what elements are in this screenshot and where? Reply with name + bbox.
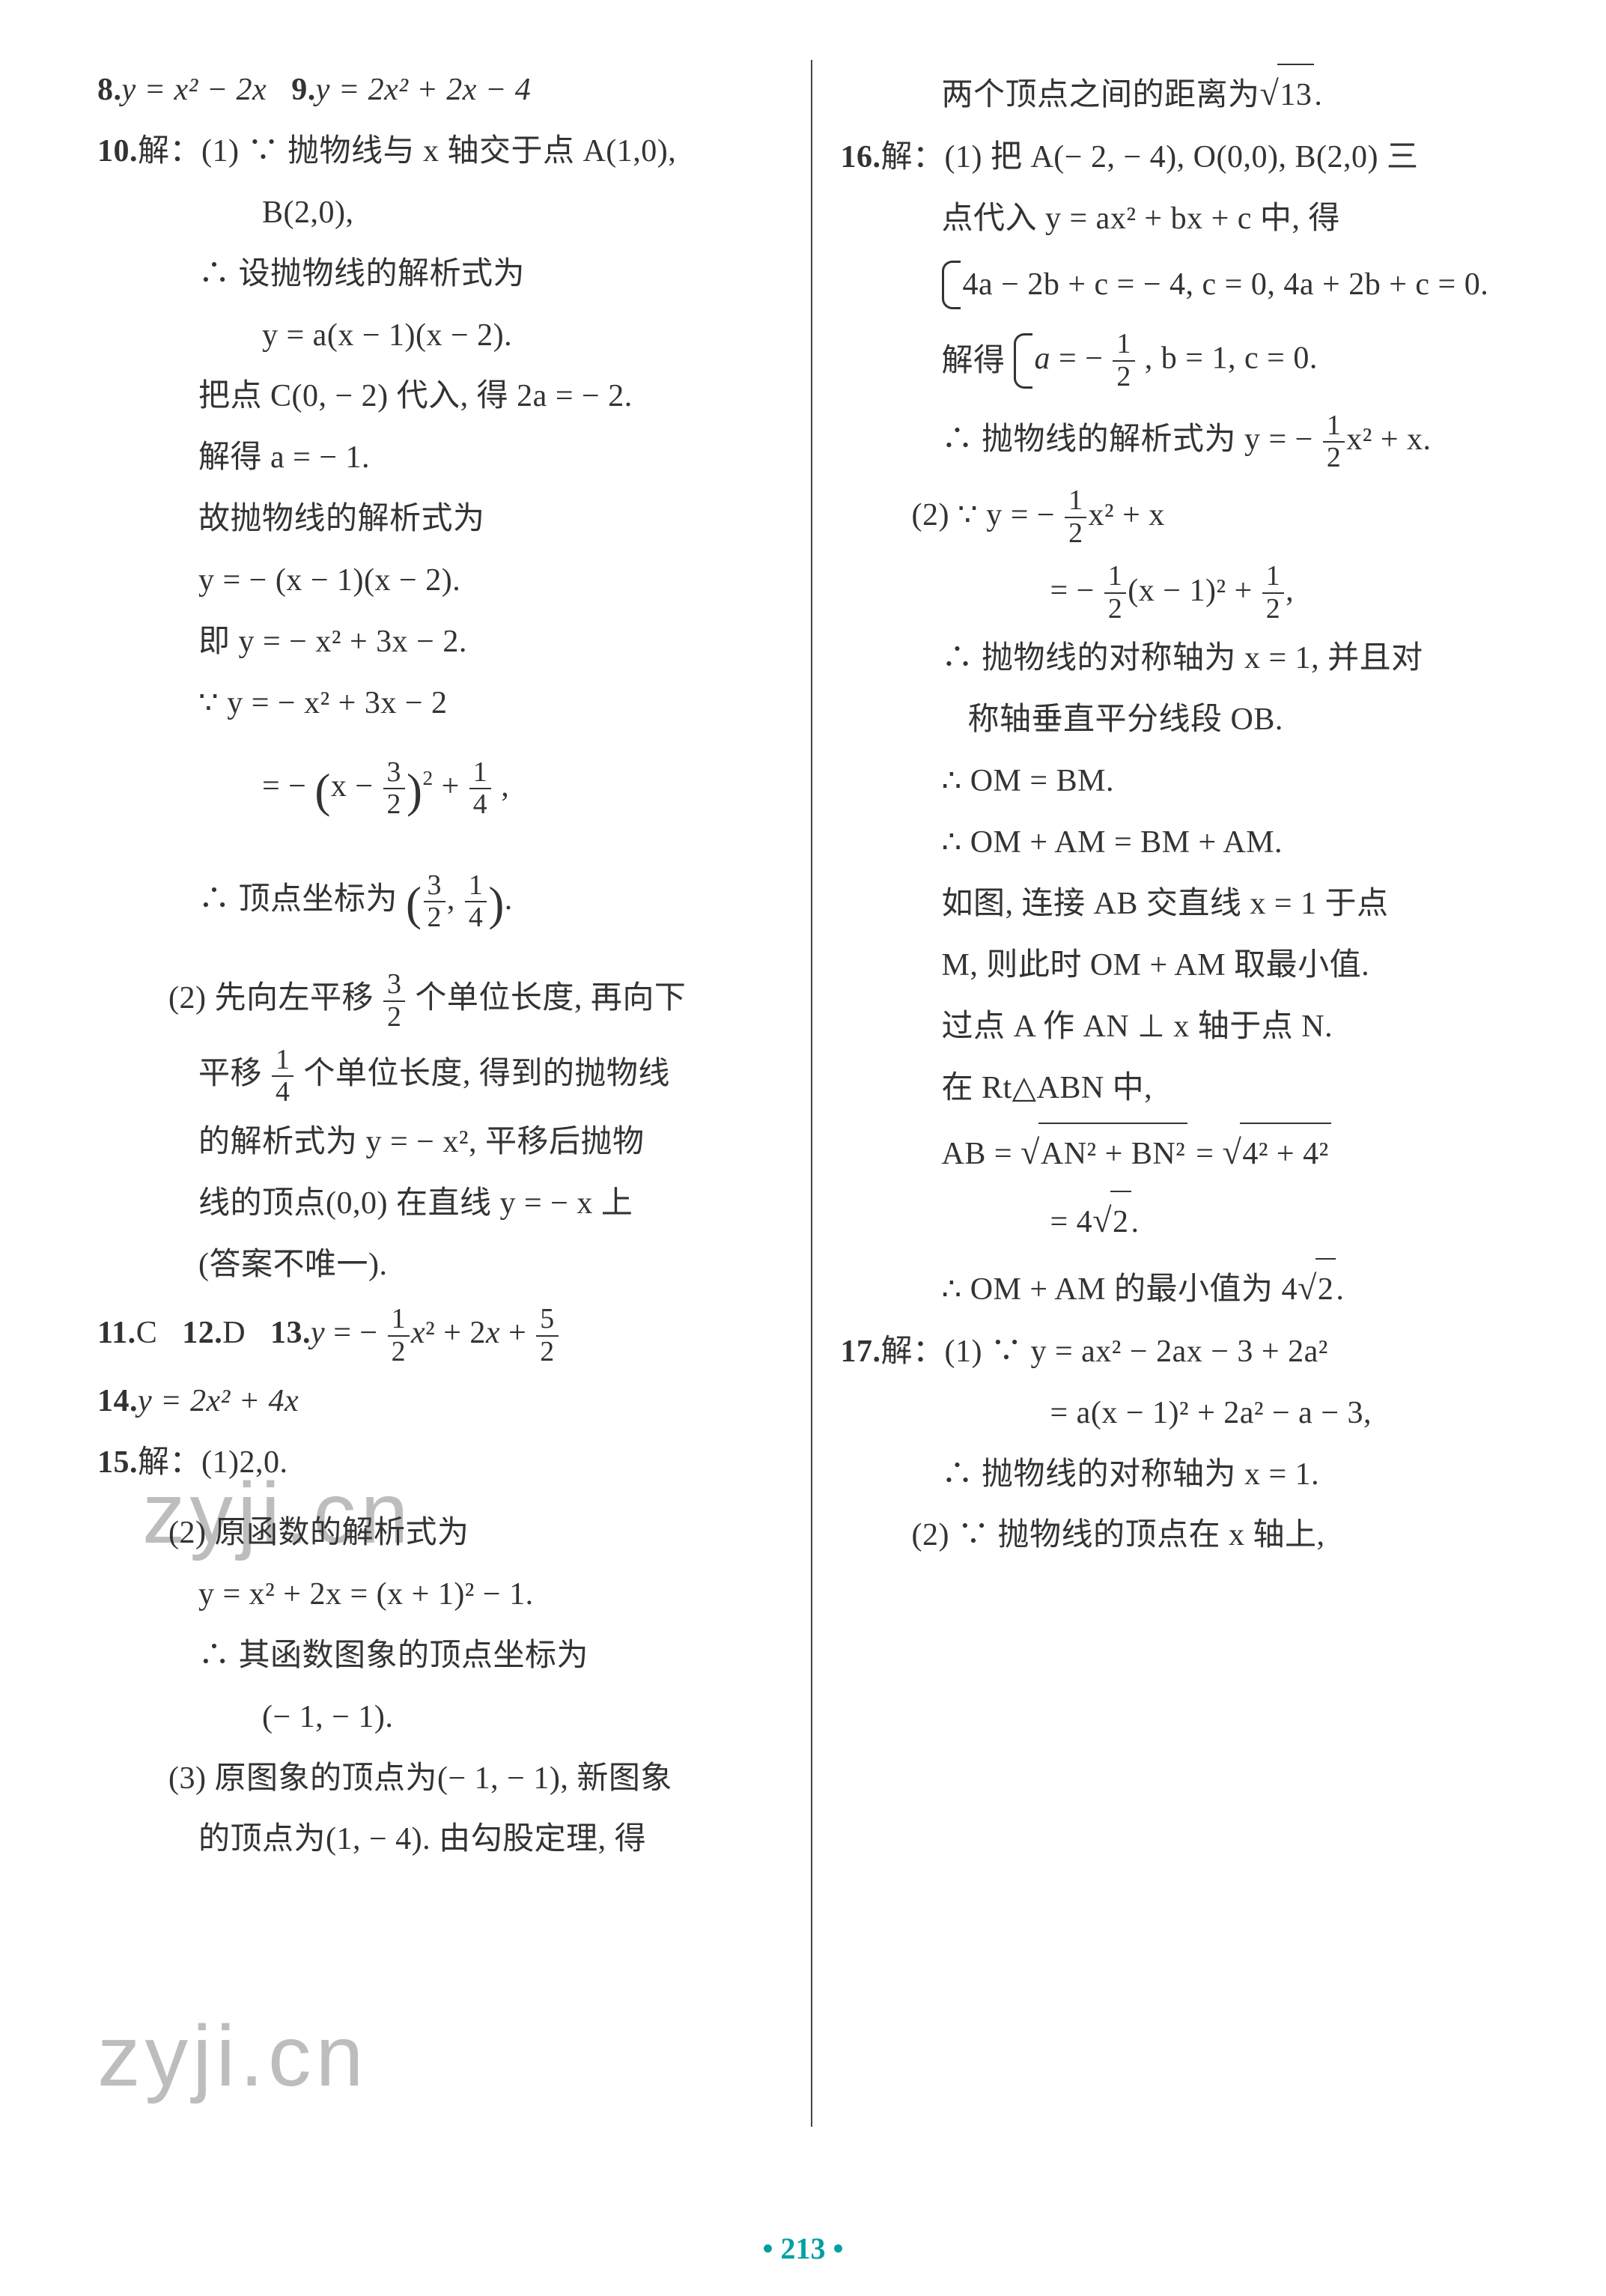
item-10-f: 解得 a = − 1. bbox=[97, 428, 788, 489]
item-16-result: ∴ 抛物线的解析式为 y = − 12x² + x. bbox=[841, 402, 1524, 478]
item-15-3b: 的顶点为(1, − 4). 由勾股定理, 得 bbox=[97, 1809, 788, 1871]
item-10-c: ∴ 设抛物线的解析式为 bbox=[97, 244, 788, 306]
item-10-line1: 10.解：(1) ∵ 抛物线与 x 轴交于点 A(1,0), bbox=[97, 121, 788, 183]
item-15-2a: (2) 原函数的解析式为 bbox=[97, 1503, 788, 1564]
item-17-2: = a(x − 1)² + 2a² − a − 3, bbox=[841, 1383, 1524, 1445]
item-17-3: ∴ 抛物线的对称轴为 x = 1. bbox=[841, 1445, 1524, 1506]
item-16-p2a: (2) ∵ y = − 12x² + x bbox=[841, 478, 1524, 553]
item-10-d: y = a(x − 1)(x − 2). bbox=[97, 306, 788, 367]
item-10-part2c: 的解析式为 y = − x², 平移后抛物 bbox=[97, 1112, 788, 1173]
item-10-k: = − (x − 32)2 + 14 , bbox=[97, 735, 788, 848]
item-8-9: 8.y = x² − 2x 9.y = 2x² + 2x − 4 bbox=[97, 60, 788, 121]
page-content: 8.y = x² − 2x 9.y = 2x² + 2x − 4 10.解：(1… bbox=[97, 60, 1524, 2127]
item-16-p2g: 如图, 连接 AB 交直线 x = 1 于点 bbox=[841, 874, 1524, 935]
item-16-brace2: 解得 a = − 12 , b = 1, c = 0. bbox=[841, 320, 1524, 402]
item-16-p2i: 过点 A 作 AN ⊥ x 轴于点 N. bbox=[841, 997, 1524, 1058]
item-16-p2d: 称轴垂直平分线段 OB. bbox=[841, 690, 1524, 751]
item-10-h: y = − (x − 1)(x − 2). bbox=[97, 550, 788, 612]
item-16-p2e: ∴ OM = BM. bbox=[841, 751, 1524, 813]
right-column: 两个顶点之间的距离为√13. 16.解：(1) 把 A(− 2, − 4), O… bbox=[811, 60, 1524, 2127]
item-10-part2b: 平移 14 个单位长度, 得到的抛物线 bbox=[97, 1036, 788, 1112]
item-15-1: 15.解：(1)2,0. bbox=[97, 1433, 788, 1494]
item-10-e: 把点 C(0, − 2) 代入, 得 2a = − 2. bbox=[97, 366, 788, 428]
page-number: • 213 • bbox=[0, 2231, 1606, 2266]
item-14: 14.y = 2x² + 4x bbox=[97, 1371, 788, 1433]
item-15-2b: y = x² + 2x = (x + 1)² − 1. bbox=[97, 1564, 788, 1626]
item-15-2c: ∴ 其函数图象的顶点坐标为 bbox=[97, 1626, 788, 1687]
item-16-p2l: = 4√2. bbox=[841, 1187, 1524, 1254]
item-16-brace1: 4a − 2b + c = − 4, c = 0, 4a + 2b + c = … bbox=[841, 250, 1524, 321]
item-10-part2e: (答案不唯一). bbox=[97, 1235, 788, 1296]
item-16-p2b: = − 12(x − 1)² + 12, bbox=[841, 553, 1524, 629]
item-17-4: (2) ∵ 抛物线的顶点在 x 轴上, bbox=[841, 1505, 1524, 1567]
item-10-l: ∴ 顶点坐标为 (32, 14). bbox=[97, 848, 788, 961]
item-16-p2f: ∴ OM + AM = BM + AM. bbox=[841, 813, 1524, 874]
item-16-1: 16.解：(1) 把 A(− 2, − 4), O(0,0), B(2,0) 三 bbox=[841, 127, 1524, 189]
item-10-b: B(2,0), bbox=[97, 183, 788, 244]
left-column: 8.y = x² − 2x 9.y = 2x² + 2x − 4 10.解：(1… bbox=[97, 60, 811, 2127]
item-15-3a: (3) 原图象的顶点为(− 1, − 1), 新图象 bbox=[97, 1749, 788, 1810]
item-16-p2h: M, 则此时 OM + AM 取最小值. bbox=[841, 935, 1524, 997]
item-10-g: 故抛物线的解析式为 bbox=[97, 489, 788, 550]
item-10-part2a: (2) 先向左平移 32 个单位长度, 再向下 bbox=[97, 961, 788, 1036]
item-10-i: 即 y = − x² + 3x − 2. bbox=[97, 612, 788, 673]
item-16-p2j: 在 Rt△ABN 中, bbox=[841, 1058, 1524, 1120]
item-10-part2d: 线的顶点(0,0) 在直线 y = − x 上 bbox=[97, 1173, 788, 1235]
item-10-j: ∵ y = − x² + 3x − 2 bbox=[97, 673, 788, 735]
item-16-p2c: ∴ 抛物线的对称轴为 x = 1, 并且对 bbox=[841, 628, 1524, 690]
item-16-2: 点代入 y = ax² + bx + c 中, 得 bbox=[841, 189, 1524, 250]
item-11-13: 11.C 12.D 13.y = − 12x² + 2x + 52 bbox=[97, 1296, 788, 1371]
r-top: 两个顶点之间的距离为√13. bbox=[841, 60, 1524, 127]
item-16-p2k: AB = √AN² + BN² = √4² + 4² bbox=[841, 1119, 1524, 1186]
item-16-p2m: ∴ OM + AM 的最小值为 4√2. bbox=[841, 1254, 1524, 1322]
item-15-2d: (− 1, − 1). bbox=[97, 1687, 788, 1749]
item-17-1: 17.解：(1) ∵ y = ax² − 2ax − 3 + 2a² bbox=[841, 1322, 1524, 1383]
